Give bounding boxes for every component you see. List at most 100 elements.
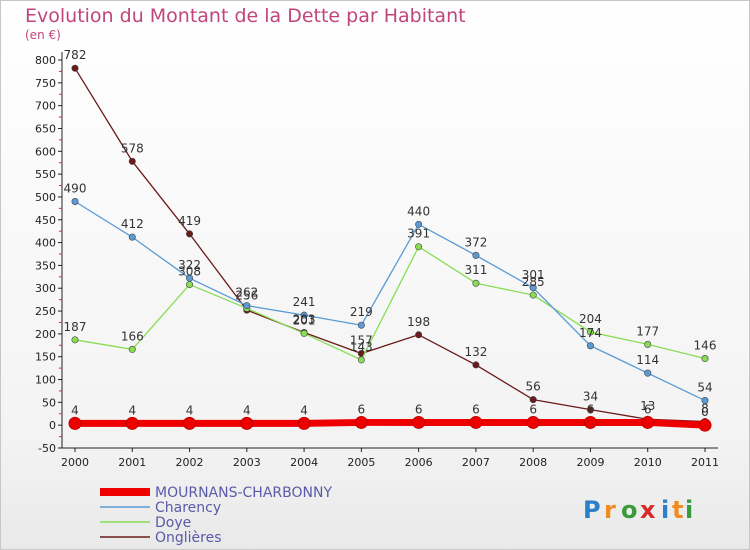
data-point (297, 416, 311, 430)
data-label: 412 (121, 217, 144, 231)
x-tick-label: 2004 (290, 456, 318, 469)
data-point (412, 415, 426, 429)
data-labels: 782 578 419 203 157 198 132 56 34 13 8 187 166 308 256… (64, 48, 717, 419)
data-label: 201 (293, 313, 316, 327)
data-label: 372 (464, 235, 487, 249)
logo-letter: x (640, 496, 656, 524)
logo-letter: r (604, 496, 616, 524)
data-label: 143 (350, 340, 373, 354)
axes: -50 0 50 100 150 200 250 300 350 400 450 500 550 600 6… (35, 52, 719, 469)
data-point (472, 251, 480, 259)
y-tick-label: 350 (35, 259, 56, 272)
data-label: 54 (697, 381, 712, 395)
data-label: 6 (644, 402, 652, 416)
y-tick-label: 700 (35, 100, 56, 113)
series-line-1 (74, 246, 706, 361)
data-label: 157 (350, 334, 373, 348)
x-tick-label: 2006 (405, 456, 433, 469)
data-point (529, 396, 537, 404)
logo-letter: i (685, 496, 693, 524)
x-tick-label: 2011 (691, 456, 719, 469)
data-label: 219 (350, 305, 373, 319)
data-label: 311 (464, 263, 487, 277)
data-label: 6 (529, 402, 537, 416)
chart-title: Evolution du Montant de la Dette par Hab… (25, 5, 466, 27)
y-tick-label: 450 (35, 214, 56, 227)
data-label: 8 (701, 402, 709, 416)
data-point (583, 415, 597, 429)
data-point (186, 281, 194, 289)
data-point (357, 356, 365, 364)
data-point (529, 284, 537, 292)
data-point (71, 336, 79, 344)
data-point (469, 415, 483, 429)
data-point (71, 198, 79, 206)
y-tick-label: 100 (35, 374, 56, 387)
data-label: 578 (121, 141, 144, 155)
y-tick-label: -50 (38, 442, 56, 455)
y-tick-label: 550 (35, 168, 56, 181)
logo-letter: o (621, 496, 638, 524)
y-tick-label: 250 (35, 305, 56, 318)
legend-label: MOURNANS-CHARBONNY (155, 485, 332, 501)
y-tick-label: 300 (35, 282, 56, 295)
data-label: 440 (407, 204, 430, 218)
x-tick-label: 2003 (233, 456, 261, 469)
data-point (472, 279, 480, 287)
data-point (128, 233, 136, 241)
y-tick-label: 650 (35, 122, 56, 135)
data-label: 4 (243, 403, 251, 417)
series-layer (68, 64, 712, 432)
data-point (186, 274, 194, 282)
data-label: 262 (235, 286, 258, 300)
data-point (415, 331, 423, 339)
x-tick-label: 2010 (634, 456, 662, 469)
data-point (183, 416, 197, 430)
data-label: 174 (579, 326, 602, 340)
y-tick-label: 600 (35, 145, 56, 158)
y-tick-label: 800 (35, 54, 56, 67)
x-tick-label: 2005 (347, 456, 375, 469)
data-point (125, 416, 139, 430)
data-label: 4 (186, 403, 194, 417)
data-label: 6 (358, 402, 366, 416)
data-point (415, 220, 423, 228)
data-point (586, 406, 594, 414)
data-label: 490 (64, 182, 87, 196)
data-point (71, 64, 79, 72)
data-label: 4 (71, 403, 79, 417)
data-label: 13 (640, 399, 655, 413)
data-label: 301 (522, 268, 545, 282)
data-point (586, 328, 594, 336)
logo-letter: P (583, 496, 601, 524)
data-point (415, 243, 423, 251)
x-tick-label: 2007 (462, 456, 490, 469)
data-point (186, 230, 194, 238)
series-line-0 (74, 67, 706, 423)
x-tick-label: 2001 (118, 456, 146, 469)
legend-label: Onglières (155, 530, 222, 546)
data-point (526, 415, 540, 429)
data-label: 285 (522, 275, 545, 289)
data-point (472, 361, 480, 369)
data-point (529, 291, 537, 299)
data-point (698, 418, 712, 432)
legend-label: Charency (155, 500, 221, 516)
series-line-3 (71, 418, 709, 429)
data-point (644, 369, 652, 377)
series-line-2 (74, 200, 706, 402)
y-tick-label: 50 (42, 396, 56, 409)
data-label: 6 (587, 402, 595, 416)
chart-subtitle: (en €) (25, 28, 61, 42)
x-tick-label: 2009 (576, 456, 604, 469)
data-label: 256 (235, 288, 258, 302)
data-label: 204 (579, 312, 602, 326)
data-point (243, 302, 251, 310)
data-label: 419 (178, 214, 201, 228)
data-label: 782 (64, 48, 87, 62)
logo-letter: t (672, 496, 683, 524)
